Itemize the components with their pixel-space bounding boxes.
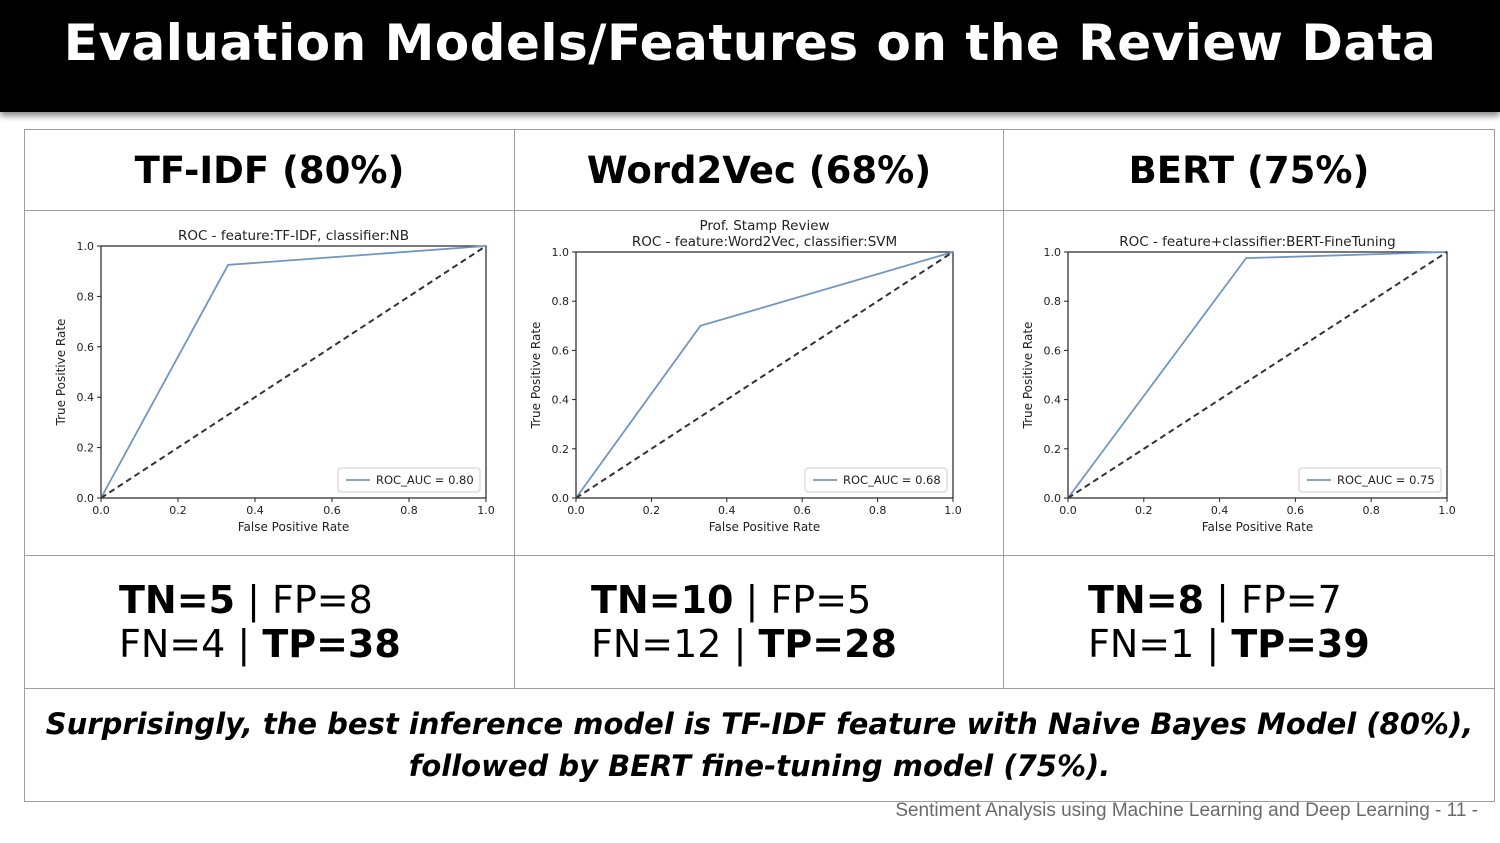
tn-value: TN=10	[591, 578, 734, 622]
tp-value: TP=38	[262, 622, 401, 666]
chart-title: Prof. Stamp Review	[699, 218, 829, 234]
x-tick-label: 0.4	[718, 504, 736, 517]
conclusion-cell: Surprisingly, the best inference model i…	[24, 688, 1495, 802]
roc-cell-word2vec: Prof. Stamp Review ROC - feature:Word2Vec…	[514, 210, 1004, 556]
legend-label: ROC_AUC = 0.68	[843, 473, 941, 487]
x-tick-label: 0.0	[92, 504, 110, 517]
roc-cell-tfidf: ROC - feature:TF-IDF, classifier:NB 0.0 0.…	[24, 210, 515, 556]
roc-chart-bert: ROC - feature+classifier:BERT-FineTuning…	[1021, 234, 1456, 534]
column-heading-tfidf: TF-IDF (80%)	[24, 129, 515, 211]
y-tick-label: 1.0	[551, 246, 569, 259]
x-tick-label: 0.2	[169, 504, 187, 517]
title-bar: Evaluation Models/Features on the Review…	[0, 0, 1500, 112]
confusion-matrix: TN=8 | FP=7 FN=1 | TP=39	[1088, 578, 1370, 666]
y-tick-label: 0.2	[1043, 443, 1061, 456]
tn-value: TN=5	[119, 578, 236, 622]
y-tick-label: 0.2	[551, 443, 569, 456]
x-tick-label: 1.0	[944, 504, 962, 517]
y-tick-label: 0.0	[551, 492, 569, 505]
confusion-cell-bert: TN=8 | FP=7 FN=1 | TP=39	[1003, 555, 1495, 689]
plot-frame	[574, 251, 954, 499]
y-tick-label: 0.4	[551, 394, 569, 407]
tp-value: TP=28	[758, 622, 897, 666]
random-baseline-line	[574, 251, 954, 499]
chart-title: ROC - feature+classifier:BERT-FineTuning	[1119, 234, 1396, 250]
conclusion-line-2: followed by BERT fine-tuning model (75%)…	[408, 749, 1111, 783]
footer-text: Sentiment Analysis using Machine Learnin…	[895, 800, 1478, 821]
x-tick-label: 1.0	[477, 504, 495, 517]
legend-label: ROC_AUC = 0.80	[376, 473, 474, 487]
y-tick-label: 0.0	[1043, 492, 1061, 505]
legend-box	[337, 467, 480, 493]
roc-chart-tfidf: ROC - feature:TF-IDF, classifier:NB0.0 0.…	[54, 228, 495, 534]
fp-value: FP=5	[770, 578, 872, 622]
chart-title: ROC - feature:Word2Vec, classifier:SVM	[631, 234, 896, 250]
y-axis-label: True Positive Rate	[54, 319, 68, 427]
column-heading-word2vec: Word2Vec (68%)	[514, 129, 1004, 211]
x-tick-label: 1.0	[1438, 504, 1456, 517]
y-tick-label: 1.0	[1043, 246, 1061, 259]
fp-value: FP=8	[272, 578, 373, 622]
column-heading-bert: BERT (75%)	[1003, 129, 1495, 211]
x-axis-label: False Positive Rate	[708, 520, 820, 534]
y-axis-label: True Positive Rate	[529, 322, 543, 430]
legend-label: ROC_AUC = 0.75	[1337, 473, 1435, 487]
y-tick-label: 0.4	[1043, 394, 1061, 407]
y-tick-label: 0.6	[1043, 344, 1061, 357]
confusion-cell-word2vec: TN=10 | FP=5 FN=12 | TP=28	[514, 555, 1004, 689]
y-axis-label: True Positive Rate	[1021, 322, 1035, 430]
plot-frame	[99, 245, 487, 499]
roc-cell-bert: ROC - feature+classifier:BERT-FineTuning…	[1003, 210, 1495, 556]
x-tick-label: 0.4	[1210, 504, 1228, 517]
confusion-matrix: TN=10 | FP=5 FN=12 | TP=28	[591, 578, 897, 666]
plot-frame	[1066, 251, 1448, 499]
fp-value: FP=7	[1241, 578, 1342, 622]
legend-box	[1298, 467, 1441, 493]
conclusion-line-1: Surprisingly, the best inference model i…	[45, 707, 1474, 741]
tn-value: TN=8	[1088, 578, 1205, 622]
legend-box	[804, 467, 947, 493]
x-tick-label: 0.4	[246, 504, 264, 517]
x-tick-label: 0.2	[642, 504, 660, 517]
confusion-matrix: TN=5 | FP=8 FN=4 | TP=38	[119, 578, 401, 666]
y-tick-label: 0.2	[76, 442, 94, 455]
confusion-cell-tfidf: TN=5 | FP=8 FN=4 | TP=38	[24, 555, 515, 689]
y-tick-label: 0.0	[76, 492, 94, 505]
x-axis-label: False Positive Rate	[1201, 520, 1313, 534]
y-tick-label: 1.0	[76, 240, 94, 253]
random-baseline-line	[1066, 251, 1448, 499]
roc-curve	[99, 245, 486, 499]
x-tick-label: 0.0	[567, 504, 585, 517]
y-tick-label: 0.8	[1043, 295, 1061, 308]
y-tick-label: 0.6	[551, 344, 569, 357]
y-tick-label: 0.8	[76, 290, 94, 303]
slide-title: Evaluation Models/Features on the Review…	[63, 14, 1437, 72]
y-tick-label: 0.4	[76, 391, 94, 404]
x-tick-label: 0.6	[793, 504, 811, 517]
chart-title: ROC - feature:TF-IDF, classifier:NB	[177, 228, 408, 244]
fn-value: FN=12	[591, 622, 722, 666]
x-axis-label: False Positive Rate	[237, 520, 349, 534]
x-tick-label: 0.2	[1135, 504, 1153, 517]
x-tick-label: 0.8	[868, 504, 886, 517]
roc-curve	[574, 251, 953, 499]
x-tick-label: 0.8	[400, 504, 418, 517]
y-tick-label: 0.6	[76, 341, 94, 354]
comparison-table: TF-IDF (80%) Word2Vec (68%) BERT (75%) R…	[24, 129, 1495, 802]
x-tick-label: 0.6	[323, 504, 341, 517]
tp-value: TP=39	[1231, 622, 1370, 666]
x-tick-label: 0.6	[1286, 504, 1304, 517]
roc-curve	[1066, 251, 1447, 499]
x-tick-label: 0.8	[1362, 504, 1380, 517]
random-baseline-line	[99, 245, 487, 499]
y-tick-label: 0.8	[551, 295, 569, 308]
fn-value: FN=1	[1088, 622, 1195, 666]
x-tick-label: 0.0	[1059, 504, 1077, 517]
fn-value: FN=4	[119, 622, 226, 666]
